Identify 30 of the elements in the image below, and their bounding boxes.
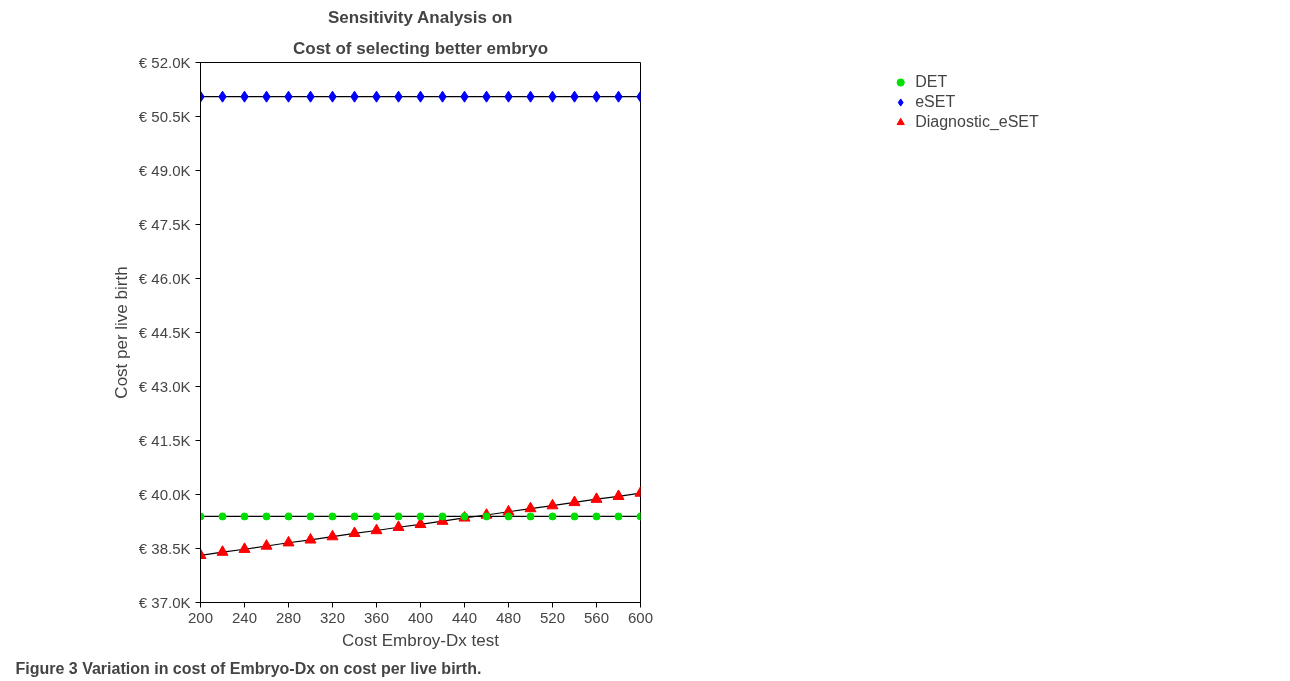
x-tick-label: 360	[363, 608, 390, 626]
y-tick-label: € 40.0K	[138, 486, 191, 503]
y-tick-label: € 50.5K	[138, 108, 191, 125]
legend-label: eSET	[915, 93, 956, 111]
x-tick-label: 280	[275, 608, 302, 626]
x-tick-label: 240	[231, 608, 258, 626]
legend-label: Diagnostic_eSET	[915, 113, 1039, 131]
legend-label: DET	[915, 73, 948, 91]
y-tick-label: € 44.5K	[138, 324, 191, 341]
y-tick-label: € 38.5K	[138, 540, 191, 557]
x-tick-label: 320	[319, 608, 346, 626]
x-tick-label: 440	[451, 608, 478, 626]
x-axis-title: Cost Embroy-Dx test	[342, 630, 500, 650]
y-tick-label: € 43.0K	[138, 378, 191, 395]
x-tick-label: 200	[187, 608, 214, 626]
chart-subtitle: Cost of selecting better embryo	[292, 38, 549, 58]
y-tick-label: € 47.5K	[138, 216, 191, 233]
y-tick-label: € 49.0K	[138, 162, 191, 179]
y-tick-label: € 41.5K	[138, 432, 191, 449]
caption: Figure 3 Variation in cost of Embryo-Dx on cost per live birth.	[15, 659, 482, 677]
x-tick-label: 400	[407, 608, 434, 626]
x-tick-label: 560	[583, 608, 610, 626]
y-tick-label: € 46.0K	[138, 270, 191, 287]
y-tick-label: € 52.0K	[138, 54, 191, 71]
x-tick-label: 600	[627, 608, 654, 626]
y-axis-title: Cost per live birth	[111, 266, 131, 399]
chart-title: Sensitivity Analysis on	[327, 7, 513, 27]
x-tick-label: 480	[495, 608, 522, 626]
y-tick-label: € 37.0K	[138, 594, 191, 611]
x-tick-label: 520	[539, 608, 566, 626]
